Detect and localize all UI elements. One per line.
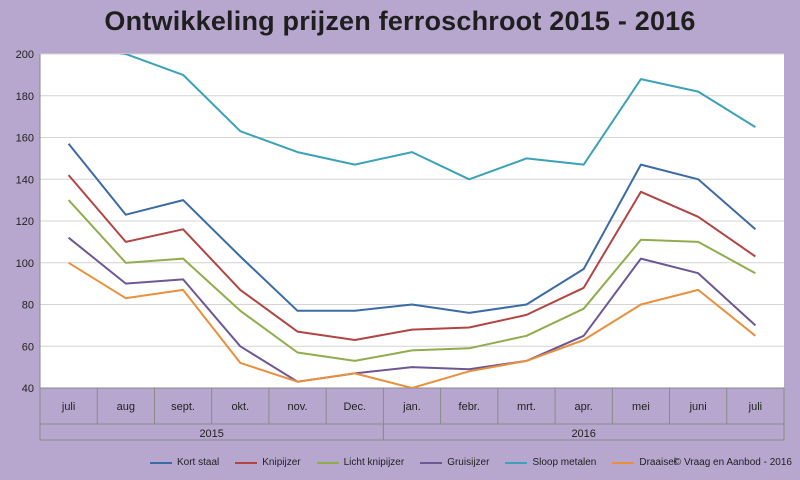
y-tick-label: 180 [16, 91, 34, 103]
y-tick-label: 40 [22, 383, 34, 395]
legend-label: Kort staal [177, 457, 220, 468]
x-group-label: 2016 [571, 428, 595, 440]
legend-item-kort-staal: Kort staal [150, 457, 219, 468]
x-tick-label: juli [61, 401, 75, 413]
legend-item-licht-knipijzer: Licht knipijzer [316, 457, 405, 468]
legend-label: Draaisel [639, 457, 677, 468]
x-tick-label: jan. [402, 401, 421, 413]
legend-swatch [612, 461, 635, 464]
legend: Kort staal Knipijzer Licht knipijzer Gruisi… [150, 457, 676, 468]
legend-swatch [150, 461, 172, 464]
y-tick-label: 120 [16, 216, 34, 228]
legend-item-draaisel: Draaisel [612, 457, 676, 468]
x-tick-label: sept. [171, 401, 195, 413]
legend-label: Knipijzer [262, 457, 301, 468]
y-tick-label: 200 [16, 49, 34, 61]
series-line-draaisel [68, 261, 757, 388]
x-tick-label: okt. [231, 401, 249, 413]
x-tick-label: aug [117, 401, 135, 413]
series-line-gruisijzer [67, 236, 757, 383]
x-tick-label: juni [689, 401, 707, 413]
x-tick-label: mei [632, 401, 650, 413]
series-line-licht-knipijzer [67, 199, 756, 362]
legend-label: Gruisijzer [447, 457, 490, 468]
y-tick-label: 60 [22, 341, 34, 353]
legend-swatch [505, 461, 528, 464]
y-tick-label: 140 [16, 174, 34, 186]
legend-item-gruisijzer: Gruisijzer [420, 457, 489, 468]
legend-item-sloop-metalen: Sloop metalen [505, 457, 596, 468]
legend-label: Licht knipijzer [343, 457, 405, 468]
legend-swatch [420, 461, 443, 464]
x-tick-label: nov. [288, 401, 308, 413]
x-tick-label: juli [748, 401, 762, 413]
y-tick-label: 160 [16, 133, 34, 145]
series-line-sloop-metalen [118, 54, 756, 181]
chart-title: Ontwikkeling prijzen ferroschroot 2015 -… [104, 6, 696, 36]
x-tick-label: febr. [459, 401, 480, 413]
series-line-kort-staal [67, 143, 757, 314]
y-tick-label: 80 [22, 300, 34, 312]
legend-swatch [316, 461, 339, 464]
legend-item-knipijzer: Knipijzer [235, 457, 301, 468]
legend-swatch [235, 461, 258, 464]
x-group-label: 2015 [199, 428, 223, 440]
series-line-knipijzer [67, 174, 756, 341]
copyright-note: © Vraag en Aanbod - 2016 [673, 457, 792, 468]
x-tick-label: mrt. [517, 401, 536, 413]
x-tick-label: apr. [575, 401, 593, 413]
y-tick-label: 100 [16, 258, 34, 270]
legend-label: Sloop metalen [532, 457, 597, 468]
x-tick-label: Dec. [343, 401, 366, 413]
x-axis-band [40, 388, 784, 440]
